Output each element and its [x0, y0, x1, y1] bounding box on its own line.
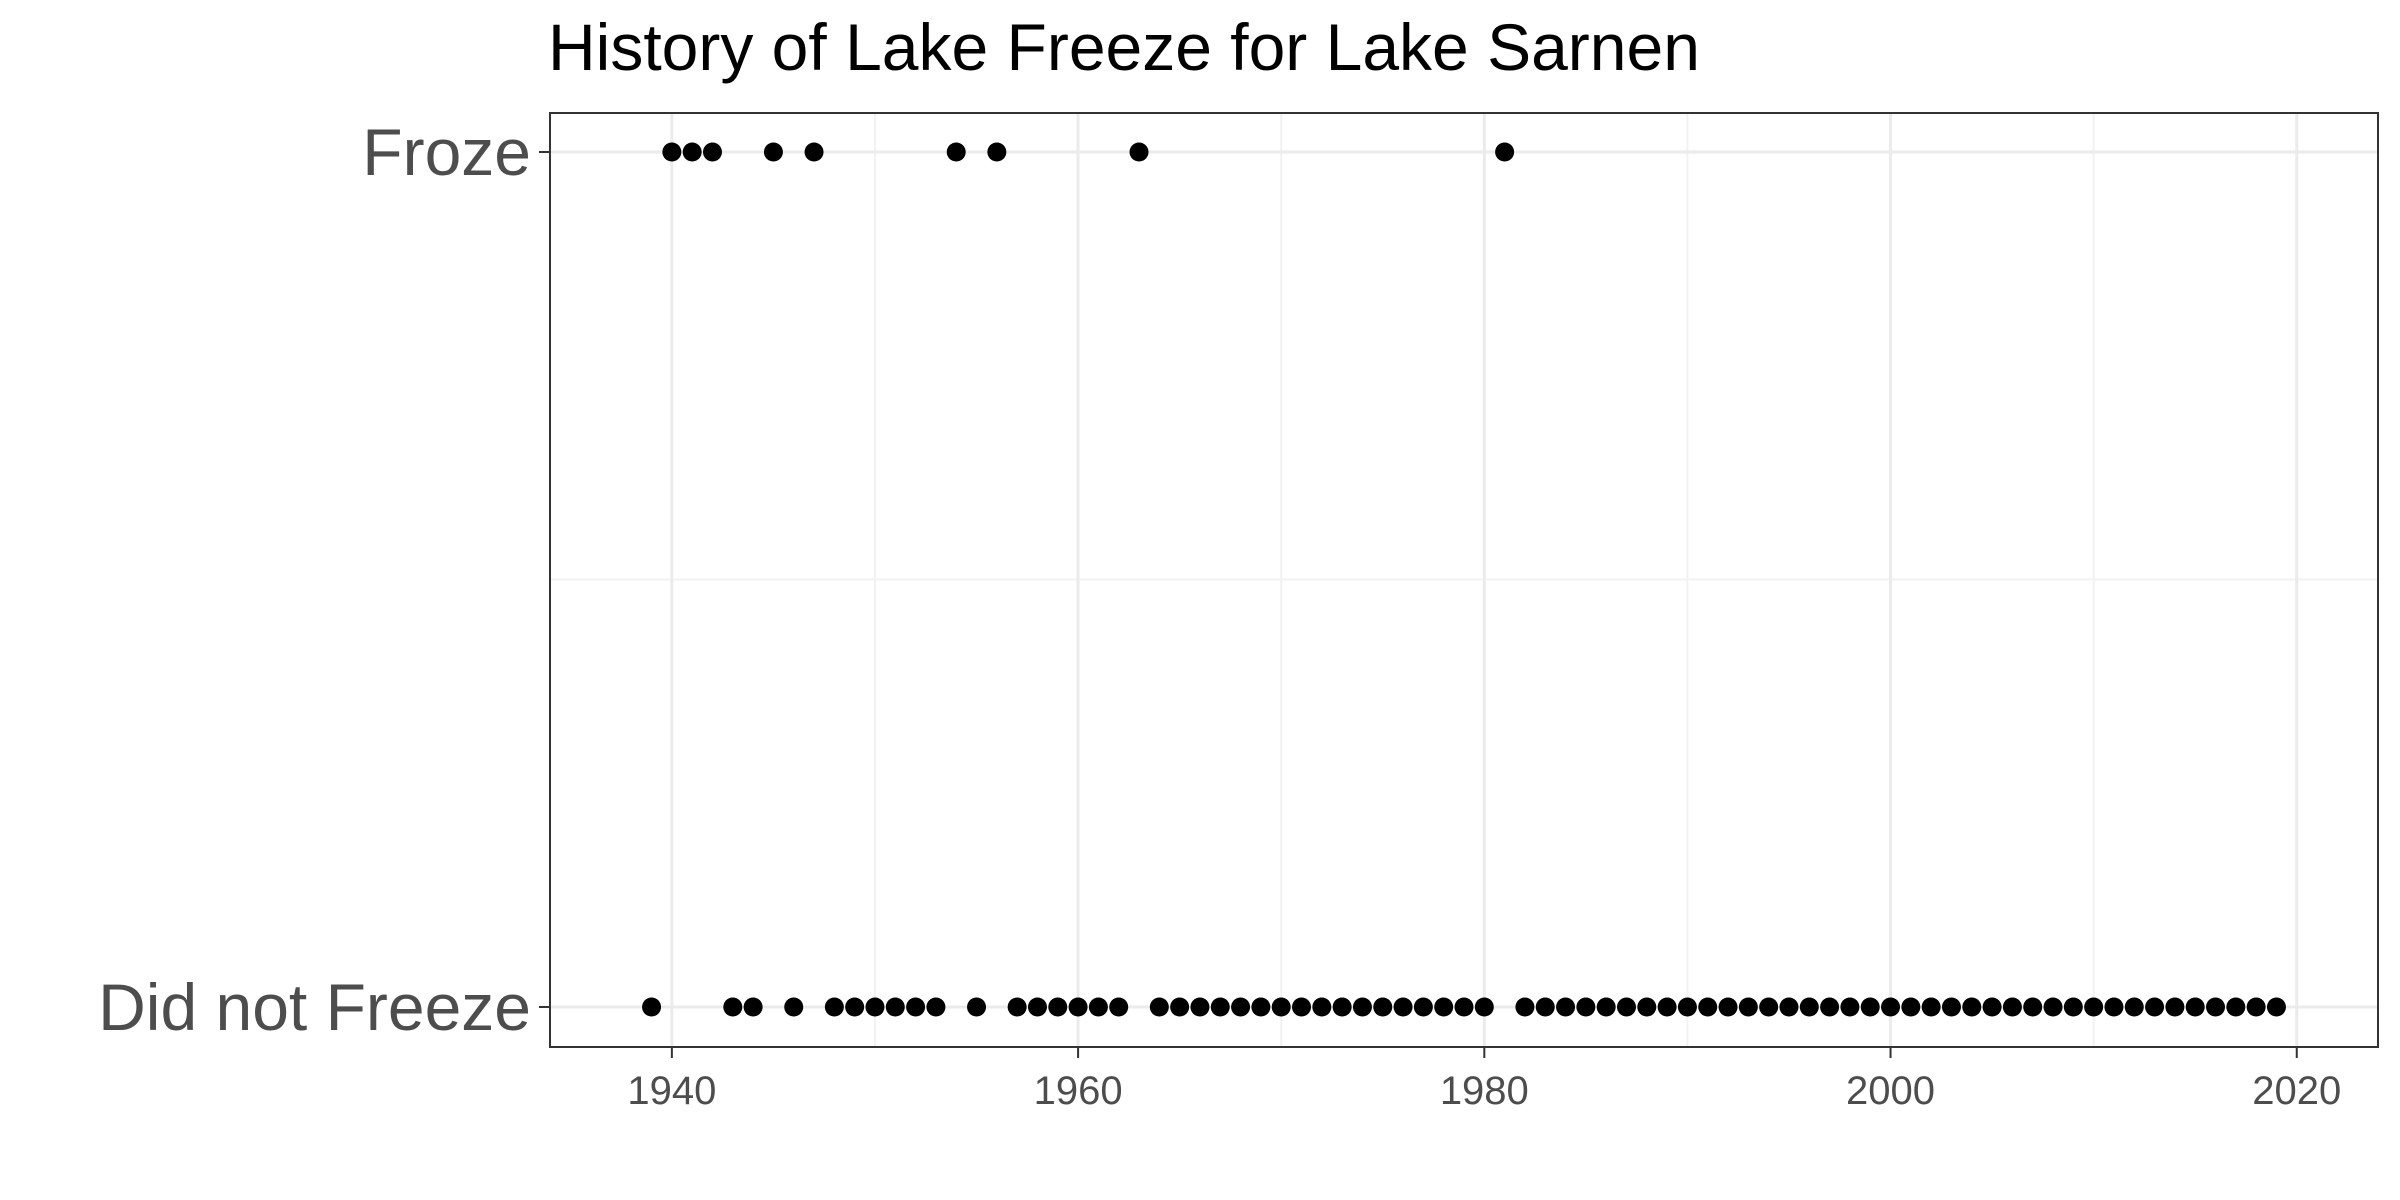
x-tick-label: 2020 — [2252, 1069, 2341, 1113]
data-point — [2002, 997, 2022, 1017]
data-point — [784, 997, 804, 1017]
data-point — [682, 142, 702, 162]
x-tick-label: 1940 — [627, 1069, 716, 1113]
data-point — [1271, 997, 1291, 1017]
data-point — [1718, 997, 1738, 1017]
data-point — [2185, 997, 2205, 1017]
data-point — [1515, 997, 1535, 1017]
x-tick-label: 2000 — [1846, 1069, 1935, 1113]
data-point — [1657, 997, 1677, 1017]
data-point — [2063, 997, 2083, 1017]
data-point — [2043, 997, 2063, 1017]
data-point — [1048, 997, 1068, 1017]
data-point — [1068, 997, 1088, 1017]
data-point — [1352, 997, 1372, 1017]
data-point — [1921, 997, 1941, 1017]
data-point — [662, 142, 682, 162]
data-point — [1779, 997, 1799, 1017]
plot-panel-border — [549, 112, 2379, 1048]
data-point — [702, 142, 722, 162]
data-point — [2145, 997, 2165, 1017]
data-point — [1982, 997, 2002, 1017]
data-point — [1373, 997, 1393, 1017]
data-point — [987, 142, 1007, 162]
data-point — [1413, 997, 1433, 1017]
data-point — [1129, 142, 1149, 162]
data-point — [926, 997, 946, 1017]
data-point — [1190, 997, 1210, 1017]
data-point — [2266, 997, 2286, 1017]
data-point — [865, 997, 885, 1017]
data-point — [763, 142, 783, 162]
data-point — [1332, 997, 1352, 1017]
data-point — [2226, 997, 2246, 1017]
data-point — [1860, 997, 1880, 1017]
data-point — [2023, 997, 2043, 1017]
data-point — [1393, 997, 1413, 1017]
data-point — [1901, 997, 1921, 1017]
data-point — [1170, 997, 1190, 1017]
data-point — [1738, 997, 1758, 1017]
data-point — [2104, 997, 2124, 1017]
data-point — [1495, 142, 1515, 162]
data-point — [2165, 997, 2185, 1017]
y-tick-label: Did not Freeze — [98, 970, 531, 1044]
data-point — [1840, 997, 1860, 1017]
data-point — [1109, 997, 1129, 1017]
data-point — [1759, 997, 1779, 1017]
x-tick-label: 1960 — [1034, 1069, 1123, 1113]
data-point — [1596, 997, 1616, 1017]
data-point — [1535, 997, 1555, 1017]
data-point — [1454, 997, 1474, 1017]
data-point — [1434, 997, 1454, 1017]
data-point — [1474, 997, 1494, 1017]
data-point — [1210, 997, 1230, 1017]
data-point — [1637, 997, 1657, 1017]
data-point — [642, 997, 662, 1017]
data-point — [1292, 997, 1312, 1017]
y-tick-label: Froze — [362, 115, 531, 189]
data-point — [906, 997, 926, 1017]
data-point — [1007, 997, 1027, 1017]
data-point — [946, 142, 966, 162]
axis-ticks: 1940 1960 1980 2000 2020 Did not Freeze Froze — [98, 115, 2341, 1113]
data-point — [1820, 997, 1840, 1017]
data-point — [1149, 997, 1169, 1017]
data-point — [1799, 997, 1819, 1017]
data-point — [845, 997, 865, 1017]
data-point — [885, 997, 905, 1017]
data-point — [1677, 997, 1697, 1017]
data-point — [2084, 997, 2104, 1017]
data-point — [1616, 997, 1636, 1017]
data-point — [1962, 997, 1982, 1017]
data-point — [1576, 997, 1596, 1017]
data-point — [1312, 997, 1332, 1017]
data-point — [743, 997, 763, 1017]
data-point — [1941, 997, 1961, 1017]
chart-title: History of Lake Freeze for Lake Sarnen — [548, 10, 1700, 84]
data-point — [1231, 997, 1251, 1017]
data-point — [2246, 997, 2266, 1017]
data-point — [967, 997, 987, 1017]
data-point — [1088, 997, 1108, 1017]
data-point — [1251, 997, 1271, 1017]
data-point — [1027, 997, 1047, 1017]
data-point — [2124, 997, 2144, 1017]
data-point — [2206, 997, 2226, 1017]
data-point — [1881, 997, 1901, 1017]
data-point — [824, 997, 844, 1017]
x-tick-label: 1980 — [1440, 1069, 1529, 1113]
data-point — [723, 997, 743, 1017]
data-point — [1556, 997, 1576, 1017]
data-points — [642, 142, 2286, 1017]
data-point — [804, 142, 824, 162]
data-point — [1698, 997, 1718, 1017]
